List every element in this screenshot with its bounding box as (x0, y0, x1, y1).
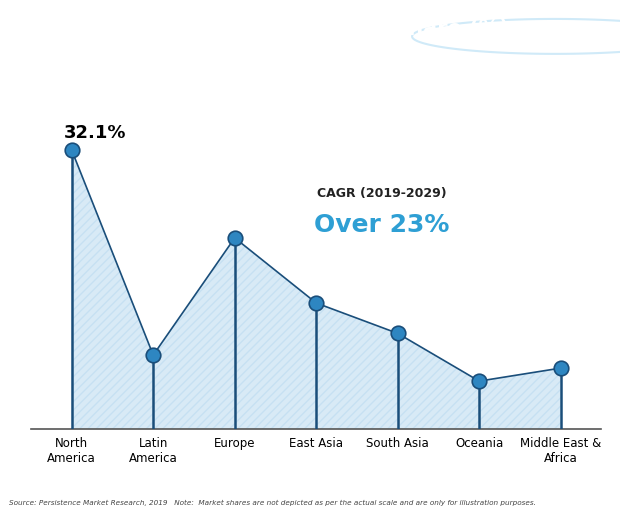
Point (148, 351, 158, 359)
Text: Source: Persistence Market Research, 2019   Note:  Market shares are not depicte: Source: Persistence Market Research, 201… (9, 501, 536, 506)
Text: Over 23%: Over 23% (314, 213, 449, 237)
Point (392, 329, 402, 337)
Point (67, 146, 77, 154)
Text: 32.1%: 32.1% (64, 124, 126, 142)
Text: PERSISTENCE: PERSISTENCE (529, 26, 580, 32)
Point (556, 364, 565, 372)
Text: By Region, 2019: By Region, 2019 (9, 43, 123, 57)
Text: MARKET RESEARCH: MARKET RESEARCH (529, 40, 580, 45)
Text: Wireless Charging Market Value Share (%): Wireless Charging Market Value Share (%) (9, 19, 509, 39)
Point (311, 299, 321, 307)
Point (230, 234, 240, 242)
Point (474, 377, 484, 385)
Text: CAGR (2019-2029): CAGR (2019-2029) (317, 187, 446, 200)
